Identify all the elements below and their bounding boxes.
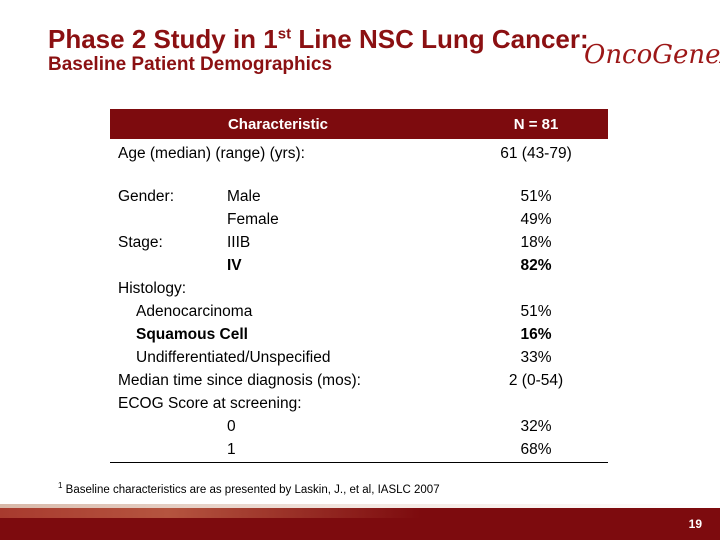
- logo-wordmark: OncoGeneX: [584, 40, 720, 70]
- row-value: 2 (0-54): [508, 372, 564, 389]
- footnote: 1 Baseline characteristics are as presen…: [58, 481, 440, 496]
- row-sublabel: IIIB: [227, 234, 251, 251]
- table-row: 1 68%: [110, 439, 608, 462]
- row-value: 68%: [520, 441, 552, 458]
- table-row: Age (median) (range) (yrs): 61 (43-79): [110, 143, 608, 166]
- row-value: 33%: [520, 349, 552, 366]
- row-label: Histology:: [118, 280, 187, 297]
- table-row: Gender: Male 51%: [110, 186, 608, 209]
- title-text-post: Line NSC Lung Cancer:: [291, 24, 589, 54]
- row-value: 51%: [520, 303, 552, 320]
- title-superscript: st: [277, 25, 292, 43]
- table-header: Characteristic N = 81: [110, 109, 608, 139]
- table-row-spacer: [110, 166, 608, 186]
- table-bottom-rule: [110, 462, 608, 463]
- row-label: Median time since diagnosis (mos):: [118, 372, 361, 389]
- table-row: Adenocarcinoma 51%: [110, 301, 608, 324]
- table-row: Undifferentiated/Unspecified 33%: [110, 347, 608, 370]
- row-label: Gender:: [118, 188, 175, 205]
- row-label: Adenocarcinoma: [136, 303, 253, 320]
- table-row: Histology:: [110, 278, 608, 301]
- row-value: 18%: [520, 234, 552, 251]
- table-row: ECOG Score at screening:: [110, 393, 608, 416]
- row-sublabel: 0: [227, 418, 236, 435]
- footnote-text: Baseline characteristics are as presente…: [62, 483, 440, 496]
- table-row: IV 82%: [110, 255, 608, 278]
- footnote-marker: 1: [58, 481, 63, 490]
- row-label: ECOG Score at screening:: [118, 395, 302, 412]
- header-n: N = 81: [513, 116, 559, 133]
- table-row: Female 49%: [110, 209, 608, 232]
- row-value: 51%: [520, 188, 552, 205]
- row-sublabel: Female: [227, 211, 279, 228]
- row-sublabel: 1: [227, 441, 236, 458]
- page-number: 19: [688, 517, 702, 531]
- demographics-table: Characteristic N = 81 Age (median) (rang…: [110, 109, 608, 463]
- row-value: 49%: [520, 211, 552, 228]
- table-row: 0 32%: [110, 416, 608, 439]
- footer-gradient-line: [0, 504, 720, 508]
- header-characteristic: Characteristic: [227, 116, 329, 133]
- title-text-pre: Phase 2 Study in 1: [48, 24, 278, 54]
- table-row: Squamous Cell 16%: [110, 324, 608, 347]
- row-value: 61 (43-79): [500, 145, 572, 162]
- oncogenex-logo: OncoGeneXTM: [584, 40, 720, 80]
- footer-stripe: [0, 508, 420, 518]
- slide-subtitle: Baseline Patient Demographics: [48, 54, 333, 75]
- row-label: Undifferentiated/Unspecified: [136, 349, 331, 366]
- row-sublabel: IV: [227, 257, 242, 274]
- row-label: Stage:: [118, 234, 163, 251]
- table-row: Median time since diagnosis (mos): 2 (0-5…: [110, 370, 608, 393]
- row-value: 16%: [520, 326, 552, 343]
- row-sublabel: Male: [227, 188, 261, 205]
- row-label: Squamous Cell: [136, 326, 248, 343]
- row-value: 32%: [520, 418, 552, 435]
- row-value: 82%: [520, 257, 552, 274]
- slide-title: Phase 2 Study in 1st Line NSC Lung Cance…: [48, 24, 589, 54]
- table-row: Stage: IIIB 18%: [110, 232, 608, 255]
- row-label: Age (median) (range) (yrs):: [118, 145, 305, 162]
